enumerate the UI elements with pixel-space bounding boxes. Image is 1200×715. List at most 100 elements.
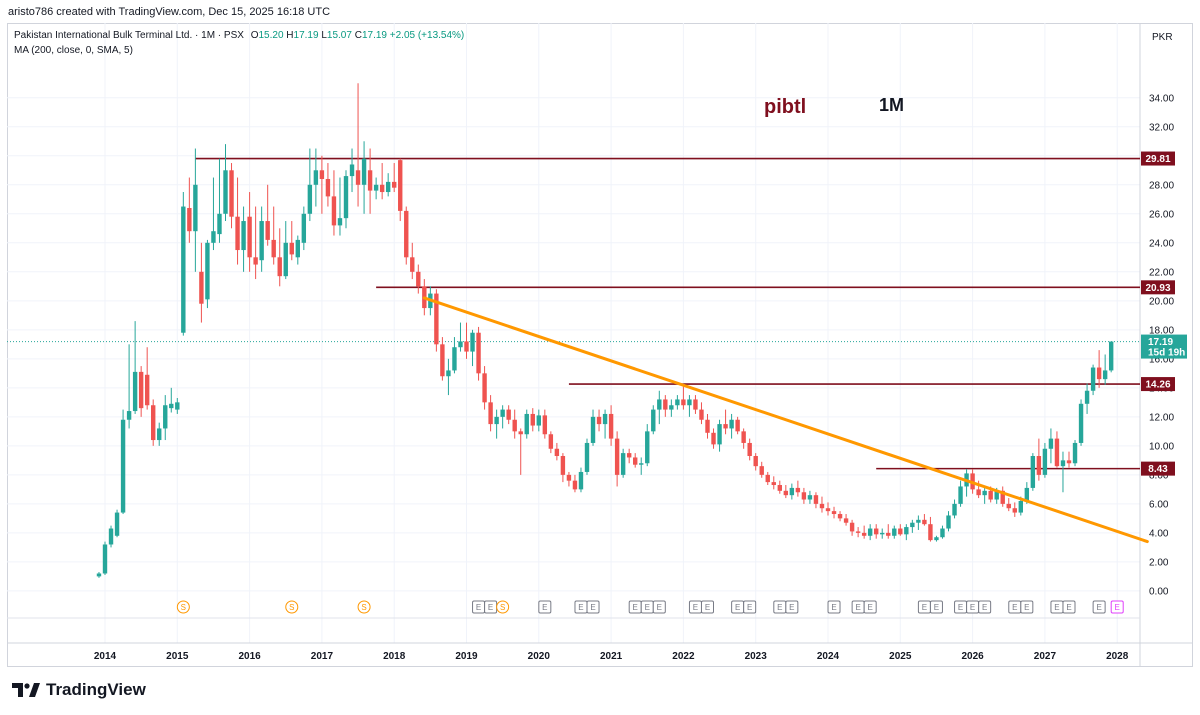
candle-body[interactable] [771, 482, 776, 486]
trendline[interactable] [422, 296, 1149, 544]
candle-body[interactable] [205, 242, 210, 300]
candle-body[interactable] [994, 490, 999, 500]
candle-body[interactable] [181, 206, 186, 333]
candle-body[interactable] [861, 532, 867, 536]
earnings-event-icon[interactable] [785, 600, 799, 614]
earnings-event-icon[interactable] [863, 600, 877, 614]
candle-body[interactable] [265, 221, 270, 240]
candle-body[interactable] [482, 373, 487, 403]
candle-body[interactable] [193, 184, 198, 232]
candle-body[interactable] [681, 399, 686, 406]
candle-body[interactable] [518, 431, 523, 435]
candle-body[interactable] [795, 487, 801, 493]
candle-body[interactable] [199, 271, 204, 304]
candle-body[interactable] [639, 463, 644, 465]
candle-body[interactable] [217, 213, 222, 235]
candle-body[interactable] [729, 419, 734, 429]
candle-body[interactable] [271, 239, 276, 258]
candle-body[interactable] [783, 490, 789, 496]
candle-body[interactable] [151, 405, 156, 441]
earnings-event-icon[interactable] [1020, 600, 1034, 614]
candle-body[interactable] [102, 544, 108, 574]
candle-body[interactable] [416, 271, 421, 287]
candle-body[interactable] [675, 399, 680, 406]
candle-body[interactable] [904, 527, 909, 535]
candle-body[interactable] [1006, 503, 1011, 509]
candle-body[interactable] [608, 413, 614, 439]
candle-body[interactable] [476, 332, 481, 374]
candle-body[interactable] [277, 257, 282, 277]
candle-body[interactable] [705, 419, 710, 433]
candle-body[interactable] [126, 411, 132, 420]
candle-body[interactable] [825, 508, 831, 512]
candle-body[interactable] [548, 434, 554, 449]
candle-body[interactable] [1000, 490, 1005, 504]
candle-body[interactable] [699, 409, 704, 420]
earnings-event-icon[interactable] [929, 600, 943, 614]
candle-body[interactable] [711, 432, 716, 445]
candle-body[interactable] [96, 573, 102, 577]
candle-body[interactable] [946, 515, 951, 529]
candle-body[interactable] [138, 371, 144, 409]
candle-body[interactable] [614, 438, 620, 475]
candle-body[interactable] [349, 164, 355, 177]
candle-body[interactable] [620, 453, 626, 475]
candle-body[interactable] [446, 370, 451, 377]
candle-body[interactable] [747, 442, 752, 457]
candle-body[interactable] [301, 213, 307, 243]
candle-body[interactable] [235, 216, 240, 251]
candle-body[interactable] [512, 419, 517, 432]
candle-body[interactable] [735, 419, 740, 432]
candle-body[interactable] [325, 178, 331, 197]
candle-body[interactable] [440, 344, 445, 377]
candle-body[interactable] [253, 257, 258, 265]
candle-body[interactable] [1090, 367, 1096, 391]
earnings-event-icon[interactable] [743, 600, 757, 614]
candle-body[interactable] [934, 537, 939, 541]
candle-body[interactable] [837, 514, 843, 519]
candle-body[interactable] [211, 231, 216, 243]
candle-body[interactable] [187, 207, 192, 232]
candle-body[interactable] [114, 512, 120, 536]
candle-body[interactable] [1030, 456, 1036, 488]
candle-body[interactable] [566, 474, 572, 481]
candle-body[interactable] [753, 456, 758, 467]
candle-body[interactable] [1066, 460, 1072, 464]
candle-body[interactable] [1096, 367, 1102, 380]
candle-body[interactable] [1084, 390, 1090, 404]
candle-body[interactable] [331, 196, 337, 226]
candle-body[interactable] [458, 341, 463, 348]
candle-body[interactable] [1012, 508, 1017, 513]
candle-body[interactable] [488, 402, 493, 425]
candle-body[interactable] [1072, 442, 1078, 464]
candle-body[interactable] [651, 409, 656, 432]
candle-body[interactable] [247, 216, 252, 258]
candle-body[interactable] [898, 528, 903, 535]
candle-body[interactable] [175, 402, 180, 410]
candle-body[interactable] [373, 184, 379, 191]
candle-body[interactable] [657, 399, 662, 410]
candle-body[interactable] [307, 184, 313, 214]
split-event-icon[interactable] [285, 600, 299, 614]
candle-body[interactable] [295, 239, 300, 258]
split-event-icon[interactable] [176, 600, 190, 614]
candle-body[interactable] [952, 503, 957, 516]
candle-body[interactable] [626, 453, 632, 458]
candle-body[interactable] [789, 487, 795, 496]
candle-body[interactable] [578, 471, 584, 490]
candle-body[interactable] [392, 181, 397, 188]
candle-body[interactable] [229, 170, 234, 217]
candle-body[interactable] [241, 221, 246, 251]
candle-body[interactable] [867, 528, 873, 536]
candle-body[interactable] [144, 374, 150, 406]
earnings-event-icon[interactable] [1110, 600, 1124, 614]
candle-body[interactable] [494, 416, 499, 425]
candle-body[interactable] [922, 519, 927, 525]
earnings-event-icon[interactable] [586, 600, 600, 614]
candle-body[interactable] [982, 490, 987, 496]
candle-body[interactable] [1024, 487, 1030, 501]
candle-body[interactable] [596, 416, 602, 425]
candle-body[interactable] [693, 399, 698, 410]
candle-body[interactable] [319, 170, 325, 179]
